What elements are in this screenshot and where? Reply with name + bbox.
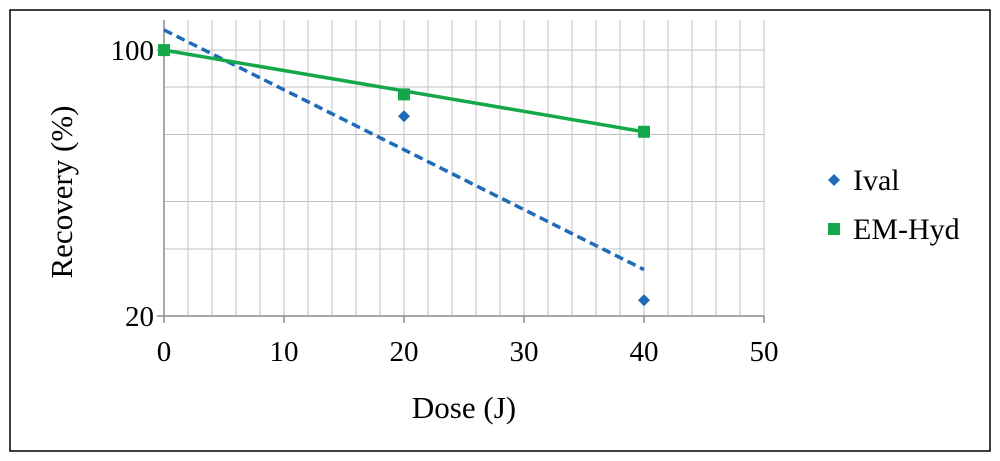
y-axis-title: Recovery (%) [44,106,79,279]
axes [157,20,765,323]
legend-label-ival: Ival [853,164,900,197]
x-tick-label: 10 [270,336,299,368]
x-tick-label: 30 [510,336,539,368]
data-point-em-hyd [638,125,650,138]
x-tick-label: 40 [630,336,659,368]
y-tick-label: 20 [125,301,154,333]
data-point-ival [398,110,410,123]
x-axis-title: Dose (J) [412,390,516,425]
legend-marker-em-hyd [828,223,840,235]
x-tick-label: 0 [157,336,172,368]
data-points [158,44,650,307]
grid [164,20,765,316]
tick-labels: 0 10 20 30 40 50 100 20 [111,35,779,368]
legend-marker-ival [828,174,840,186]
trendline-ival [163,28,645,272]
y-tick-label: 100 [111,35,155,67]
legend: Ival EM-Hyd [828,164,960,246]
legend-label-em-hyd: EM-Hyd [853,213,960,246]
data-point-em-hyd [158,44,170,57]
x-tick-label: 20 [390,336,419,368]
data-point-em-hyd [398,88,410,101]
data-point-ival [638,294,650,307]
x-tick-label: 50 [750,336,779,368]
